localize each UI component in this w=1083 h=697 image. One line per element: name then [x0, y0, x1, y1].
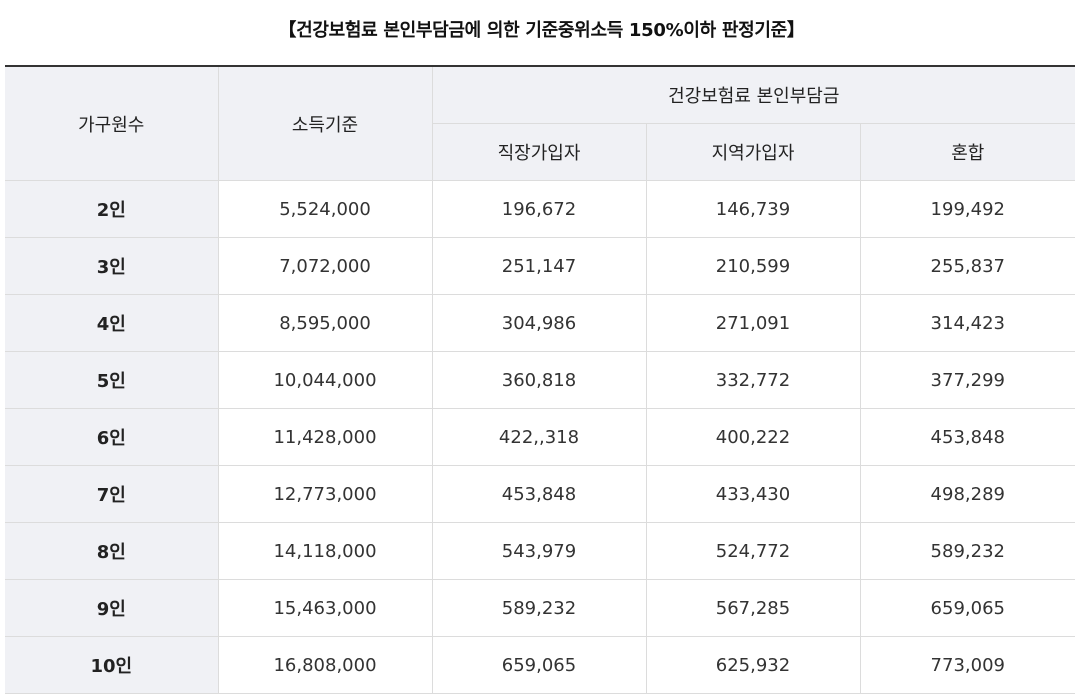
household-size-cell: 6인	[5, 408, 219, 466]
table-title: 【건강보험료 본인부담금에 의한 기준중위소득 150%이하 판정기준】	[278, 20, 805, 41]
mixed-premium-cell: 659,065	[859, 579, 1076, 637]
regional-premium-cell: 625,932	[645, 636, 861, 694]
income-cell: 12,773,000	[217, 465, 433, 523]
regional-premium-cell: 332,772	[645, 351, 861, 409]
mixed-premium-cell: 255,837	[859, 237, 1076, 295]
regional-premium-cell: 271,091	[645, 294, 861, 352]
employee-premium-cell: 659,065	[431, 636, 647, 694]
household-size-cell: 8인	[5, 522, 219, 580]
table-row: 5인 10,044,000 360,818 332,772 377,299	[5, 351, 1076, 409]
income-cell: 15,463,000	[217, 579, 433, 637]
mixed-premium-cell: 377,299	[859, 351, 1076, 409]
mixed-premium-cell: 453,848	[859, 408, 1076, 466]
employee-premium-cell: 422,,318	[431, 408, 647, 466]
regional-premium-cell: 400,222	[645, 408, 861, 466]
mixed-premium-cell: 498,289	[859, 465, 1076, 523]
header-insurance-group: 건강보험료 본인부담금	[431, 65, 1076, 124]
employee-premium-cell: 360,818	[431, 351, 647, 409]
regional-premium-cell: 567,285	[645, 579, 861, 637]
table-row: 6인 11,428,000 422,,318 400,222 453,848	[5, 408, 1076, 466]
household-size-cell: 3인	[5, 237, 219, 295]
mixed-premium-cell: 314,423	[859, 294, 1076, 352]
mixed-premium-cell: 773,009	[859, 636, 1076, 694]
table-row: 7인 12,773,000 453,848 433,430 498,289	[5, 465, 1076, 523]
employee-premium-cell: 453,848	[431, 465, 647, 523]
header-employee: 직장가입자	[432, 123, 647, 181]
regional-premium-cell: 210,599	[645, 237, 861, 295]
regional-premium-cell: 146,739	[645, 180, 861, 238]
income-cell: 14,118,000	[217, 522, 433, 580]
income-cell: 5,524,000	[217, 180, 433, 238]
household-size-cell: 9인	[5, 579, 219, 637]
table-row: 4인 8,595,000 304,986 271,091 314,423	[5, 294, 1076, 352]
income-cell: 16,808,000	[217, 636, 433, 694]
mixed-premium-cell: 199,492	[859, 180, 1076, 238]
table-header: 가구원수 소득기준 건강보험료 본인부담금 직장가입자 지역가입자 혼합	[5, 65, 1076, 181]
table-row: 9인 15,463,000 589,232 567,285 659,065	[5, 579, 1076, 637]
household-size-cell: 10인	[5, 636, 219, 694]
household-size-cell: 7인	[5, 465, 219, 523]
table-row: 8인 14,118,000 543,979 524,772 589,232	[5, 522, 1076, 580]
header-income: 소득기준	[217, 65, 433, 181]
employee-premium-cell: 589,232	[431, 579, 647, 637]
table-row: 2인 5,524,000 196,672 146,739 199,492	[5, 180, 1076, 238]
household-size-cell: 2인	[5, 180, 219, 238]
header-regional: 지역가입자	[645, 123, 861, 181]
table-row: 10인 16,808,000 659,065 625,932 773,009	[5, 636, 1076, 694]
criteria-table: 가구원수 소득기준 건강보험료 본인부담금 직장가입자 지역가입자 혼합 2인 5…	[5, 65, 1076, 694]
employee-premium-cell: 196,672	[431, 180, 647, 238]
table-row: 3인 7,072,000 251,147 210,599 255,837	[5, 237, 1076, 295]
income-cell: 10,044,000	[217, 351, 433, 409]
table-body: 2인 5,524,000 196,672 146,739 199,492 3인 7,072,…	[5, 180, 1076, 694]
employee-premium-cell: 304,986	[431, 294, 647, 352]
employee-premium-cell: 251,147	[431, 237, 647, 295]
regional-premium-cell: 433,430	[645, 465, 861, 523]
income-cell: 7,072,000	[217, 237, 433, 295]
household-size-cell: 5인	[5, 351, 219, 409]
header-mixed: 혼합	[859, 123, 1076, 181]
mixed-premium-cell: 589,232	[859, 522, 1076, 580]
employee-premium-cell: 543,979	[431, 522, 647, 580]
income-cell: 11,428,000	[217, 408, 433, 466]
regional-premium-cell: 524,772	[645, 522, 861, 580]
income-cell: 8,595,000	[217, 294, 433, 352]
household-size-cell: 4인	[5, 294, 219, 352]
header-household: 가구원수	[5, 65, 219, 181]
